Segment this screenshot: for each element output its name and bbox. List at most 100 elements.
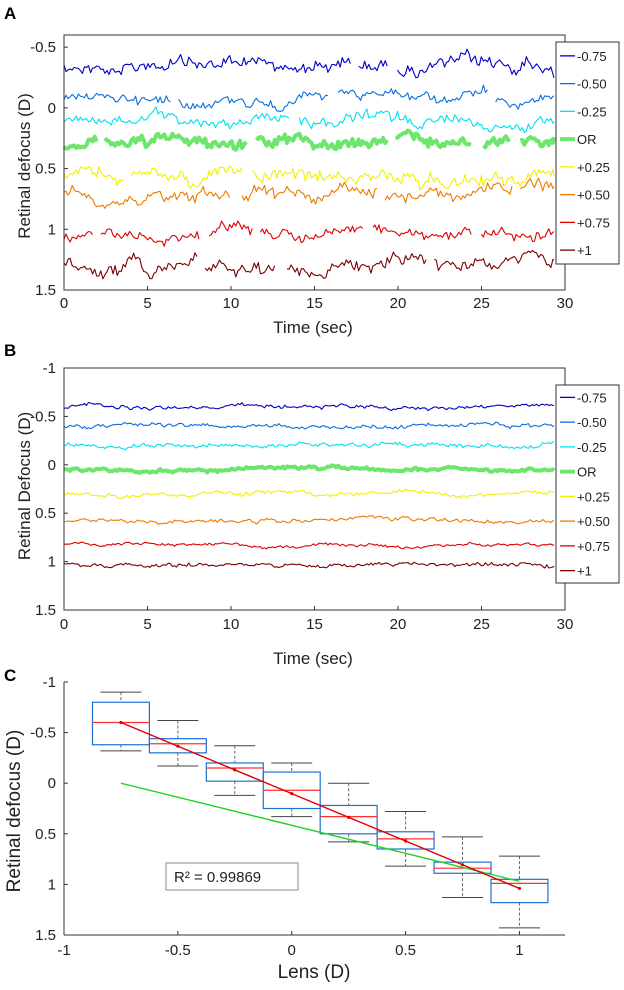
legend-label: +0.75 [577,539,610,554]
panel-b-series [63,401,556,569]
legend-label: +0.50 [577,514,610,529]
panel-c-ylabel: Retinal defocus (D) [4,730,25,893]
panel-c: C Retinal defocus (D) Lens (D) -1 -0.5 0 0.… [4,666,565,983]
panel-a: A Retinal defocus (D) Time (sec) 0 5 10 15 2… [4,4,620,337]
box [319,804,378,835]
y-tick-label: -0.5 [30,725,56,742]
series-line-+1 [204,259,276,278]
panel-c-boxes [91,691,549,929]
series-line--0.75 [358,60,388,72]
reference-line [120,782,520,883]
x-tick-label: -0.5 [165,942,191,959]
series-line-+1 [434,250,555,272]
series-line-+0.75 [259,225,364,244]
panel-c-label: C [4,666,16,685]
panel-a-ylabel: Retinal defocus (D) [15,93,34,239]
panel-b: B Retinal Defocus (D) Time (sec) 0 5 10 15 2… [4,341,620,668]
box [148,738,207,754]
x-tick-label: 1 [515,942,523,959]
r-squared-annotation-box [165,862,299,891]
x-tick-label: 0 [288,942,296,959]
series-line-+0.75 [100,228,200,247]
x-tick-label: 25 [473,616,490,633]
series-line--0.25 [63,440,555,451]
legend-label: OR [577,132,597,147]
fit-point [347,815,351,819]
series-line-+0.75 [480,226,555,243]
x-tick-label: 10 [223,616,240,633]
legend-label: +0.25 [577,489,610,504]
x-tick-label: 0.5 [395,942,416,959]
x-tick-label: 10 [223,295,240,312]
fit-point [403,839,408,843]
series-line--0.50 [178,91,328,112]
series-line-OR [395,128,472,149]
series-line-+0.75 [63,541,555,550]
panel-b-legend: -0.75 -0.50 -0.25 OR +0.25 +0.50 +0.75 +1 [555,384,620,584]
legend-label: -0.50 [577,415,607,430]
fit-point [176,744,180,748]
x-tick-label: -1 [57,942,70,959]
series-line-+1 [286,251,427,279]
series-line--0.75 [63,401,555,412]
series-line-+0.75 [208,220,253,237]
series-line-OR [63,463,556,475]
series-line--0.25 [298,108,555,134]
series-line-+0.75 [372,224,472,241]
y-tick-label: 1 [48,554,56,571]
panel-c-ticks: -1 -0.5 0 0.5 1 -1 -0.5 0 0.5 1 1.5 [30,674,565,959]
y-tick-label: 0 [48,457,56,474]
fit-point [517,886,522,891]
panel-b-ticks: 0 5 10 15 20 25 30 -1 -0.5 0 0.5 1 1.5 [30,360,573,633]
panel-b-label: B [4,341,16,360]
series-line-OR [482,134,511,150]
panel-b-ylabel: Retinal Defocus (D) [15,412,34,560]
x-tick-label: 20 [390,295,407,312]
y-tick-label: -0.5 [30,39,56,56]
series-line--0.50 [495,94,555,110]
panel-a-legend-box [555,41,620,265]
box [490,878,549,904]
series-line-OR [254,131,389,152]
box [376,831,435,850]
series-line-+1 [63,252,198,280]
series-line--0.75 [397,48,555,79]
series-line-OR [103,131,248,152]
series-line-+0.50 [63,184,231,209]
y-tick-label: 1.5 [35,927,56,944]
series-line-+0.25 [63,488,555,500]
series-line--0.50 [63,92,171,106]
fit-point [119,720,123,725]
series-line-+0.50 [63,515,554,525]
x-tick-label: 25 [473,295,490,312]
panel-b-axes-frame [63,367,566,611]
legend-label: OR [577,465,597,480]
x-tick-label: 0 [60,616,68,633]
y-tick-label: -0.5 [30,408,56,425]
y-tick-label: 1 [48,221,56,238]
fit-point [233,768,237,772]
x-tick-label: 30 [557,616,574,633]
fit-point [460,863,465,867]
y-tick-label: 0.5 [35,161,56,178]
x-tick-label: 0 [60,295,68,312]
y-tick-label: 0 [48,100,56,117]
box [91,701,150,746]
legend-label: +1 [577,243,592,258]
y-tick-label: 1.5 [35,282,56,299]
series-line-+0.50 [241,181,378,205]
series-line--0.50 [337,84,488,104]
panel-c-xlabel: Lens (D) [278,962,351,983]
series-line-+0.50 [384,182,513,204]
r-squared-annotation: R² = 0.99869 [174,869,261,886]
y-tick-label: 1 [48,876,56,893]
panel-c-lines [119,720,522,891]
panel-a-ticks: 0 5 10 15 20 25 30 -0.5 0 0.5 1 1.5 [30,39,573,312]
x-tick-label: 30 [557,295,574,312]
panel-a-axes-frame [63,34,566,291]
legend-label: -0.75 [577,49,607,64]
panel-a-legend: -0.75 -0.50 -0.25 OR +0.25 +0.50 +0.75 +1 [555,41,620,265]
x-tick-label: 5 [143,295,151,312]
series-line--0.75 [63,53,351,76]
